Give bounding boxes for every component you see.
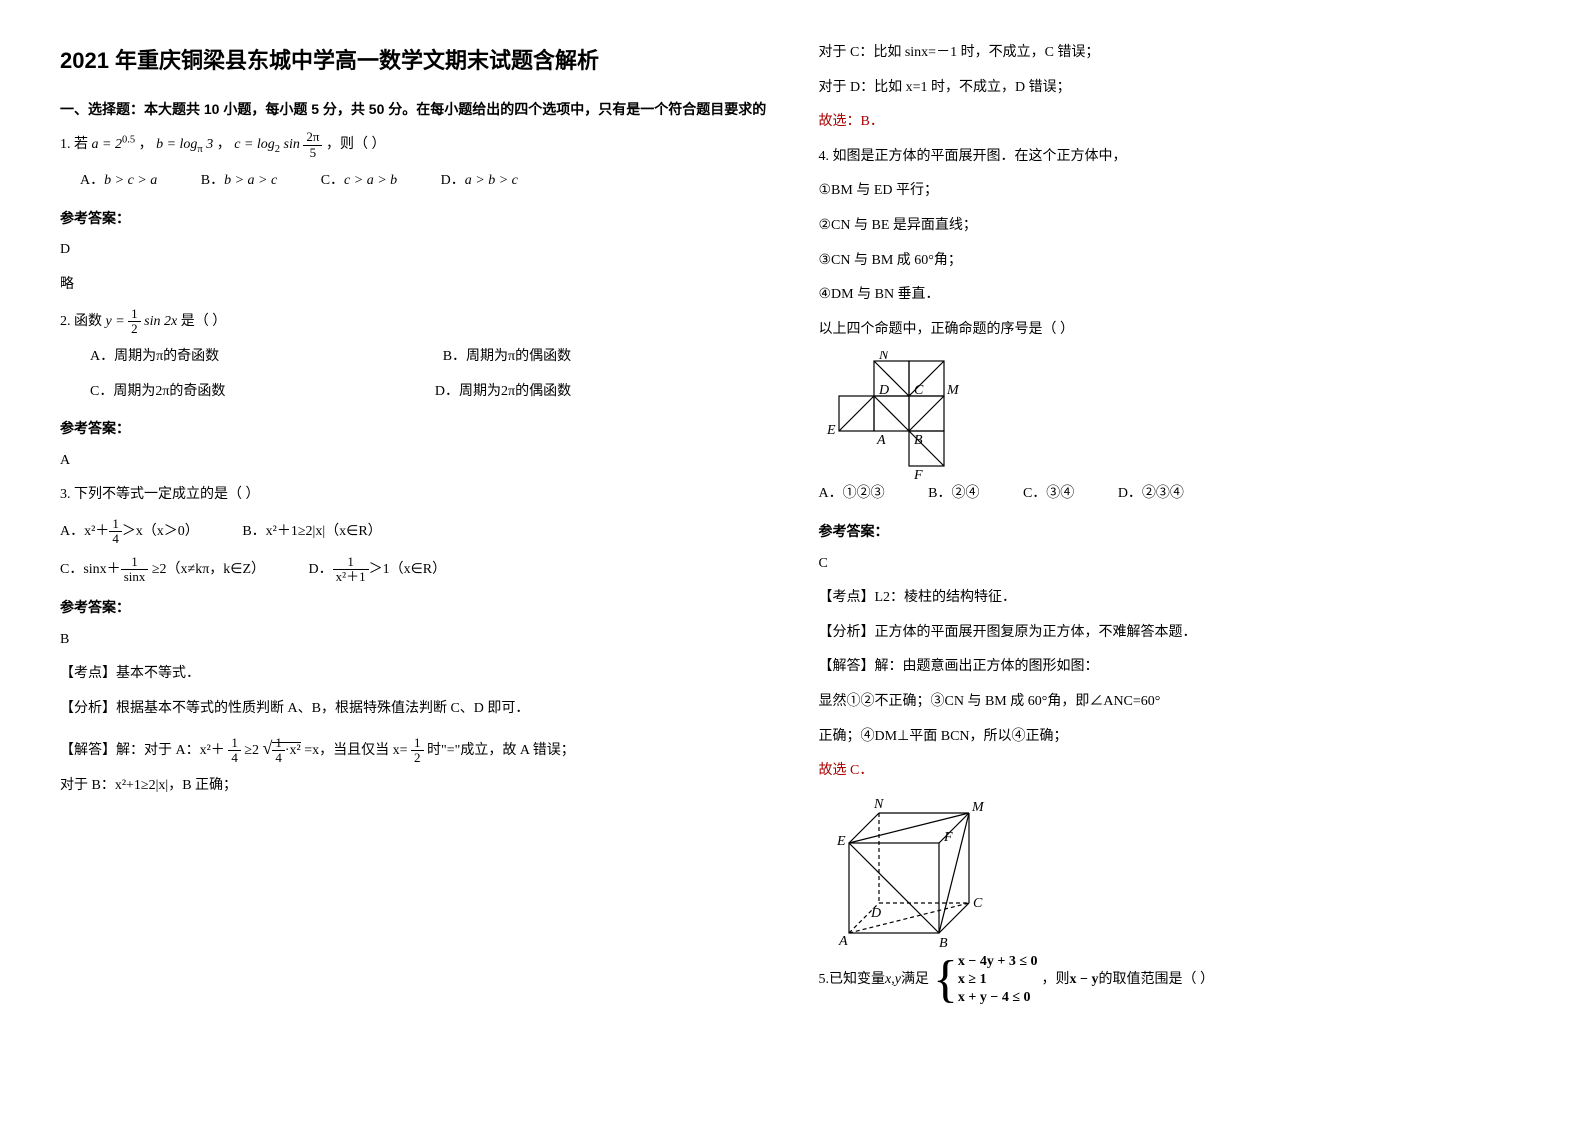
q4-ask: 以上四个命题中，正确命题的序号是（ ） xyxy=(819,317,1528,344)
q2-ans: A xyxy=(60,448,769,475)
svg-text:D: D xyxy=(870,906,881,921)
q3-fx: 【分析】根据基本不等式的性质判断 A、B，根据特殊值法判断 C、D 即可． xyxy=(60,696,769,723)
q1-lue: 略 xyxy=(60,272,769,299)
q2-optA: A．周期为π的奇函数 xyxy=(90,344,219,371)
q3-jdC: 对于 C：比如 sinx=－1 时，不成立，C 错误； xyxy=(819,40,1528,67)
q3-stem: 3. 下列不等式一定成立的是（ ） xyxy=(60,482,769,509)
q3-row1: A．x²＋14＞x（x＞0） B．x²＋1≥2|x|（x∈R） xyxy=(60,517,769,547)
svg-text:N: N xyxy=(878,351,889,363)
q4-kd: 【考点】L2：棱柱的结构特征． xyxy=(819,585,1528,612)
q3-optB: B．x²＋1≥2|x|（x∈R） xyxy=(242,519,381,546)
svg-text:C: C xyxy=(914,383,924,398)
q4-gx: 故选 C． xyxy=(819,758,1528,785)
q4-optB: B．②④ xyxy=(928,481,979,508)
q1-a: a = 20.5 xyxy=(92,137,136,152)
q2-stem: 2. 函数 y = 12 sin 2x 是（ ） xyxy=(60,307,769,337)
q4-optD: D．②③④ xyxy=(1118,481,1184,508)
q4-text: 如图是正方体的平面展开图．在这个正方体中， xyxy=(833,149,1127,164)
q4-l3: ③CN 与 BM 成 60°角； xyxy=(819,248,1528,275)
svg-text:N: N xyxy=(873,797,884,812)
q3-ref-label: 参考答案： xyxy=(60,594,769,621)
q4-optC: C．③④ xyxy=(1023,481,1074,508)
q3-jdD: 对于 D：比如 x=1 时，不成立，D 错误； xyxy=(819,75,1528,102)
q4-ans: C xyxy=(819,551,1528,578)
q4-l1: ①BM 与 ED 平行； xyxy=(819,178,1528,205)
q4-jd3: 正确；④DM⊥平面 BCN，所以④正确； xyxy=(819,724,1528,751)
q2-optC: C．周期为2π的奇函数 xyxy=(90,379,225,406)
q3-text: 下列不等式一定成立的是（ ） xyxy=(74,487,260,502)
q5-post2: 的取值范围是（ ） xyxy=(1099,967,1215,994)
q3-kd: 【考点】基本不等式． xyxy=(60,661,769,688)
q4-opts: A．①②③ B．②④ C．③④ D．②③④ xyxy=(819,481,1528,508)
q3-row2: C．sinx＋1sinx ≥2（x≠kπ，k∈Z） D．1x²＋1＞1（x∈R） xyxy=(60,555,769,585)
q3-jdB: 对于 B：x²+1≥2|x|，B 正确； xyxy=(60,773,769,800)
right-column: 对于 C：比如 sinx=－1 时，不成立，C 错误； 对于 D：比如 x=1 … xyxy=(819,40,1528,1015)
q1-sep2: ， xyxy=(217,137,231,152)
q1-pre: 若 xyxy=(74,137,88,152)
q3-optD: D．1x²＋1＞1（x∈R） xyxy=(309,555,447,585)
section-label: 一、选择题：本大题共 10 小题，每小题 5 分，共 50 分。在每小题给出的四… xyxy=(60,96,769,123)
q2-expr: y = 12 sin 2x xyxy=(106,314,181,329)
q5-mid: 满足 xyxy=(901,967,929,994)
q2-pre: 函数 xyxy=(74,314,106,329)
svg-text:F: F xyxy=(913,468,923,481)
q5-xy: x,y xyxy=(885,967,901,994)
q1-b: b = logπ 3 xyxy=(156,137,213,152)
q2-optD: D．周期为2π的偶函数 xyxy=(435,379,571,406)
two-column-layout: 2021 年重庆铜梁县东城中学高一数学文期末试题含解析 一、选择题：本大题共 1… xyxy=(60,40,1527,1015)
cube-diagram: N M E F D C A B xyxy=(819,793,999,953)
q4-optA: A．①②③ xyxy=(819,481,885,508)
q5-num: 5. xyxy=(819,967,830,994)
q4-jd: 【解答】解：由题意画出正方体的图形如图： xyxy=(819,654,1528,681)
q5-system: { x − 4y + 3 ≤ 0 x ≥ 1 x + y − 4 ≤ 0 xyxy=(933,953,1038,1008)
svg-text:D: D xyxy=(878,383,889,398)
q2-num: 2. xyxy=(60,314,74,329)
q2-optB: B．周期为π的偶函数 xyxy=(443,344,571,371)
q3-optC: C．sinx＋1sinx ≥2（x≠kπ，k∈Z） xyxy=(60,555,265,585)
q5-pre: 已知变量 xyxy=(829,967,885,994)
svg-text:E: E xyxy=(826,423,836,438)
svg-text:M: M xyxy=(971,800,985,815)
q1-stem: 1. 若 a = 20.5 ， b = logπ 3 ， c = log2 si… xyxy=(60,130,769,160)
q2-post: 是（ ） xyxy=(181,314,227,329)
unfold-diagram: N D C M E A B F xyxy=(819,351,999,481)
q5-expr: x − y xyxy=(1070,967,1099,994)
q3-ans: B xyxy=(60,627,769,654)
q1-opts: A．b > c > a B．b > a > c C．c > a > b D．a … xyxy=(60,168,769,195)
svg-text:B: B xyxy=(914,433,923,448)
q4-num: 4. xyxy=(819,149,833,164)
svg-text:E: E xyxy=(836,834,846,849)
svg-text:A: A xyxy=(876,433,886,448)
q1-ref-label: 参考答案： xyxy=(60,205,769,232)
q1-post: ，则（ ） xyxy=(326,137,386,152)
svg-text:C: C xyxy=(973,896,983,911)
q4-fx: 【分析】正方体的平面展开图复原为正方体，不难解答本题． xyxy=(819,620,1528,647)
q4-jd2: 显然①②不正确；③CN 与 BM 成 60°角，即∠ANC=60° xyxy=(819,689,1528,716)
q4-stem: 4. 如图是正方体的平面展开图．在这个正方体中， xyxy=(819,144,1528,171)
q3-num: 3. xyxy=(60,487,74,502)
svg-text:A: A xyxy=(838,934,848,949)
q4-l2: ②CN 与 BE 是异面直线； xyxy=(819,213,1528,240)
q3-optA: A．x²＋14＞x（x＞0） xyxy=(60,517,199,547)
q1-num: 1. xyxy=(60,137,74,152)
svg-text:B: B xyxy=(939,936,948,951)
q5: 5. 已知变量 x,y 满足 { x − 4y + 3 ≤ 0 x ≥ 1 x … xyxy=(819,953,1528,1008)
svg-text:M: M xyxy=(946,383,960,398)
q2-ref-label: 参考答案： xyxy=(60,415,769,442)
q1-sep1: ， xyxy=(139,137,153,152)
q4-l4: ④DM 与 BN 垂直． xyxy=(819,282,1528,309)
q4-ref-label: 参考答案： xyxy=(819,518,1528,545)
q3-gx: 故选：B． xyxy=(819,109,1528,136)
q3-jdA: 【解答】解：对于 A：x²＋ 14 ≥2 √14·x² =x，当且仅当 x= 1… xyxy=(60,731,769,766)
q2-opt-row2: C．周期为2π的奇函数 D．周期为2π的偶函数 xyxy=(60,379,769,406)
svg-text:F: F xyxy=(943,830,953,845)
doc-title: 2021 年重庆铜梁县东城中学高一数学文期末试题含解析 xyxy=(60,40,769,82)
q1-c: c = log2 sin 2π5 xyxy=(234,137,326,152)
q5-post1: ，则 xyxy=(1042,967,1070,994)
left-column: 2021 年重庆铜梁县东城中学高一数学文期末试题含解析 一、选择题：本大题共 1… xyxy=(60,40,769,1015)
q2-opt-row1: A．周期为π的奇函数 B．周期为π的偶函数 xyxy=(60,344,769,371)
q1-ans: D xyxy=(60,237,769,264)
